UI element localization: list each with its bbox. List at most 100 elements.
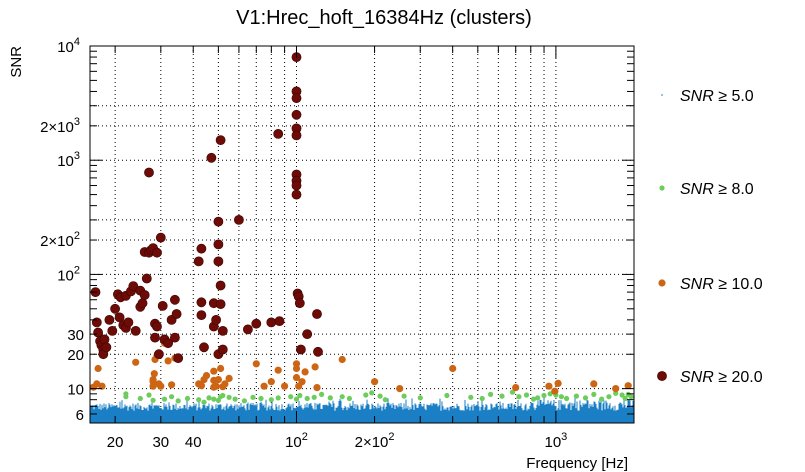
data-point	[273, 128, 284, 139]
x-tick-label: 40	[185, 434, 202, 451]
data-point	[260, 382, 268, 390]
data-point	[267, 378, 275, 386]
plot-frame	[89, 45, 635, 424]
data-point	[211, 396, 217, 402]
data-point	[499, 393, 505, 399]
x-tick-label: 20	[107, 434, 124, 451]
data-point	[554, 379, 562, 387]
data-point	[132, 358, 140, 366]
data-point	[241, 398, 247, 404]
data-point	[217, 325, 228, 336]
data-point	[197, 382, 205, 390]
data-point	[291, 109, 302, 120]
chart-title: V1:Hrec_hoft_16384Hz (clusters)	[236, 7, 532, 29]
data-point	[250, 394, 256, 400]
data-point	[512, 384, 520, 392]
data-point	[169, 332, 180, 343]
data-point	[624, 382, 632, 390]
data-point	[232, 396, 238, 402]
data-point	[558, 394, 565, 400]
data-point	[377, 393, 383, 399]
data-point	[488, 391, 494, 397]
data-point	[169, 294, 180, 305]
data-point	[382, 397, 388, 403]
y-tick-label: 2×103	[40, 116, 80, 136]
y-tick-label: 30	[67, 327, 84, 344]
data-point	[196, 243, 207, 254]
data-point	[141, 273, 152, 284]
data-point	[94, 364, 102, 373]
series-2	[89, 339, 632, 395]
data-point	[161, 396, 168, 402]
data-point	[327, 395, 333, 401]
data-point	[535, 395, 541, 401]
data-point	[339, 394, 345, 400]
data-point	[202, 372, 211, 380]
data-point	[152, 247, 162, 258]
data-point	[98, 382, 106, 390]
data-point	[530, 396, 537, 402]
data-point	[294, 298, 305, 309]
data-point	[150, 397, 156, 403]
data-point	[622, 395, 628, 402]
data-point	[139, 290, 150, 300]
data-point	[551, 387, 559, 395]
data-point	[313, 346, 323, 357]
data-point	[206, 152, 217, 163]
data-point	[292, 360, 301, 368]
y-tick-label: 104	[57, 36, 80, 56]
data-point	[268, 397, 274, 403]
data-point	[137, 298, 148, 309]
data-point	[211, 314, 221, 325]
data-point	[292, 374, 301, 382]
data-point	[128, 281, 139, 291]
data-point	[146, 392, 152, 398]
x-tick-label: 30	[152, 434, 169, 451]
data-point	[169, 394, 175, 400]
x-tick-label: 103	[544, 431, 567, 451]
series-1	[123, 389, 634, 405]
data-point	[163, 338, 173, 349]
data-point	[298, 378, 306, 386]
data-point	[220, 392, 226, 399]
data-point	[401, 393, 407, 399]
data-point	[396, 385, 404, 393]
data-point	[196, 297, 207, 308]
data-point	[468, 394, 474, 400]
data-point	[338, 355, 346, 364]
data-point	[101, 342, 112, 353]
data-point	[130, 325, 141, 336]
data-point	[275, 395, 281, 401]
data-point	[214, 376, 222, 384]
data-point	[215, 135, 226, 145]
data-point	[153, 349, 164, 360]
data-point	[149, 376, 157, 384]
data-point	[110, 303, 120, 314]
data-point	[590, 380, 598, 388]
legend-label: SNR ≥ 10.0	[680, 276, 763, 293]
data-point	[288, 394, 294, 400]
x-axis-title: Frequency [Hz]	[526, 455, 628, 472]
y-tick-label: 6	[76, 407, 84, 424]
data-point	[150, 370, 158, 378]
data-point	[516, 394, 522, 400]
data-point	[175, 398, 181, 404]
data-point	[479, 395, 485, 402]
y-tick-label: 102	[57, 264, 80, 284]
x-tick-labels: 20 30 40 102 2×102 103	[107, 431, 568, 451]
data-point	[291, 130, 302, 141]
data-point	[346, 395, 352, 402]
data-point	[107, 325, 118, 336]
data-point	[312, 309, 322, 319]
data-point	[215, 299, 226, 309]
data-point	[157, 382, 165, 390]
data-point	[444, 392, 450, 399]
data-point	[291, 180, 302, 191]
data-markers	[89, 52, 634, 405]
y-tick-label: 2×102	[40, 230, 80, 250]
x-tick-label: 102	[285, 431, 308, 451]
data-point	[274, 366, 282, 374]
data-point	[251, 318, 262, 329]
data-point	[295, 344, 306, 355]
